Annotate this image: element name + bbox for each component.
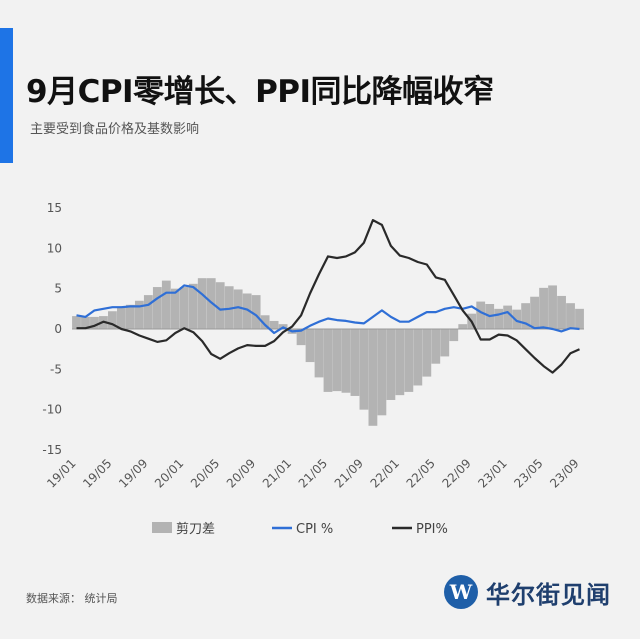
y-tick-label: -15: [42, 443, 62, 457]
bar: [404, 329, 414, 392]
x-tick-label: 23/09: [547, 456, 581, 490]
y-tick-label: 5: [54, 282, 62, 296]
bar: [224, 286, 234, 329]
chart: 15 10 5 0 -5 -10 -15 19/01 19/05 19/09 20/01 20/05…: [42, 201, 584, 537]
bar: [152, 287, 162, 329]
x-tick-label: 20/05: [188, 456, 222, 490]
bar: [134, 300, 144, 329]
bar: [494, 308, 504, 329]
bar: [449, 329, 459, 342]
x-tick-label: 23/01: [475, 456, 509, 490]
bar: [386, 329, 396, 400]
x-tick-label: 21/01: [260, 456, 294, 490]
bar: [161, 280, 171, 329]
bar: [413, 329, 423, 386]
bar: [251, 295, 261, 329]
x-tick-label: 19/01: [44, 456, 78, 490]
bar: [260, 315, 270, 329]
x-tick-label: 22/09: [439, 456, 473, 490]
bar: [90, 316, 99, 329]
accent-bar: [0, 28, 13, 163]
bar: [458, 324, 468, 329]
legend-item-ppi-label: PPI%: [416, 522, 448, 537]
x-tick-label: 23/05: [511, 456, 545, 490]
bar: [314, 329, 324, 378]
legend: 剪刀差 CPI % PPI%: [152, 521, 448, 537]
bar: [323, 329, 333, 392]
bar: [341, 329, 351, 393]
x-tick-label: 22/05: [404, 456, 438, 490]
y-tick-label: 10: [47, 241, 62, 255]
legend-item-scissors-label: 剪刀差: [176, 521, 215, 537]
bar: [233, 289, 243, 329]
bar: [242, 293, 252, 329]
bar-series-scissors: [72, 278, 584, 426]
bar: [108, 311, 117, 329]
bar: [431, 329, 441, 364]
bar: [81, 316, 90, 329]
brand-logo-text: 华尔街见闻: [486, 579, 611, 609]
bar: [170, 288, 180, 329]
bar: [188, 283, 198, 329]
bar: [215, 282, 225, 329]
bar: [476, 301, 486, 329]
bar: [521, 303, 531, 329]
bar: [296, 329, 306, 346]
legend-item-cpi-label: CPI %: [296, 522, 333, 537]
bar: [269, 320, 279, 329]
x-axis: 19/01 19/05 19/09 20/01 20/05 20/09 21/01 21/05…: [44, 456, 581, 490]
x-tick-label: 21/09: [332, 456, 366, 490]
page-title: 9月CPI零增长、PPI同比降幅收窄: [26, 74, 494, 110]
bar: [539, 287, 548, 329]
x-tick-label: 20/09: [224, 456, 258, 490]
bar: [332, 329, 342, 392]
bar: [395, 329, 405, 396]
y-tick-label: -10: [42, 403, 62, 417]
bar: [557, 295, 566, 329]
bar: [359, 329, 369, 410]
bar: [117, 307, 126, 329]
bar: [125, 304, 135, 329]
bar: [143, 295, 153, 329]
source-note: 数据来源： 统计局: [26, 592, 118, 605]
bar: [179, 287, 189, 329]
x-tick-label: 20/01: [152, 456, 186, 490]
bar: [350, 329, 360, 396]
bar: [440, 329, 450, 357]
x-tick-label: 19/09: [116, 456, 150, 490]
x-tick-label: 22/01: [368, 456, 402, 490]
x-tick-label: 21/05: [296, 456, 330, 490]
bar: [368, 329, 378, 426]
cpi-line: [76, 284, 580, 335]
bar: [503, 305, 513, 329]
y-tick-label: -5: [50, 362, 62, 376]
bar: [566, 303, 575, 329]
brand-logo: W 华尔街见闻: [444, 572, 611, 612]
bar: [197, 278, 207, 329]
ppi-line: [76, 219, 580, 374]
y-tick-label: 0: [54, 322, 62, 336]
bar: [305, 329, 315, 363]
bar: [512, 309, 522, 329]
page-subtitle: 主要受到食品价格及基数影响: [30, 122, 200, 137]
bar: [377, 329, 387, 416]
line-series-group: [76, 219, 580, 374]
brand-logo-icon: W: [444, 575, 478, 609]
bar: [548, 285, 557, 329]
y-tick-label: 15: [47, 201, 62, 215]
x-tick-label: 19/05: [80, 456, 114, 490]
bar: [575, 308, 584, 329]
y-axis: 15 10 5 0 -5 -10 -15: [42, 201, 62, 457]
legend-item-scissors-swatch: [152, 522, 172, 533]
bar: [530, 296, 539, 329]
bar: [422, 329, 432, 377]
bar: [72, 316, 81, 329]
